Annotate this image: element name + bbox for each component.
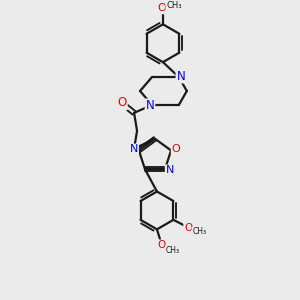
Text: CH₃: CH₃ (166, 246, 180, 255)
Text: N: N (176, 70, 185, 83)
Text: O: O (184, 223, 192, 233)
Text: CH₃: CH₃ (192, 227, 206, 236)
Text: O: O (172, 145, 180, 154)
Text: N: N (130, 145, 138, 154)
Text: N: N (166, 165, 174, 176)
Text: O: O (158, 240, 166, 250)
Text: O: O (118, 96, 127, 110)
Text: O: O (158, 3, 166, 14)
Text: N: N (146, 99, 154, 112)
Text: CH₃: CH₃ (166, 1, 182, 10)
